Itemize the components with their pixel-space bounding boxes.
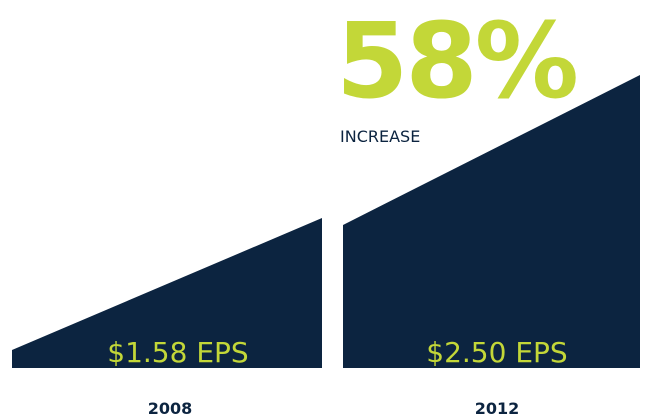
panel-year: 2012 [475,399,520,418]
panel-year: 2008 [148,399,193,418]
headline-label: INCREASE [340,127,420,146]
wedge-2012 [343,75,640,368]
panel-label: $1.58 EPS [107,336,248,369]
headline-value: 58% [336,0,576,122]
panel-label: $2.50 EPS [426,336,567,369]
wedge-2008 [12,218,322,368]
